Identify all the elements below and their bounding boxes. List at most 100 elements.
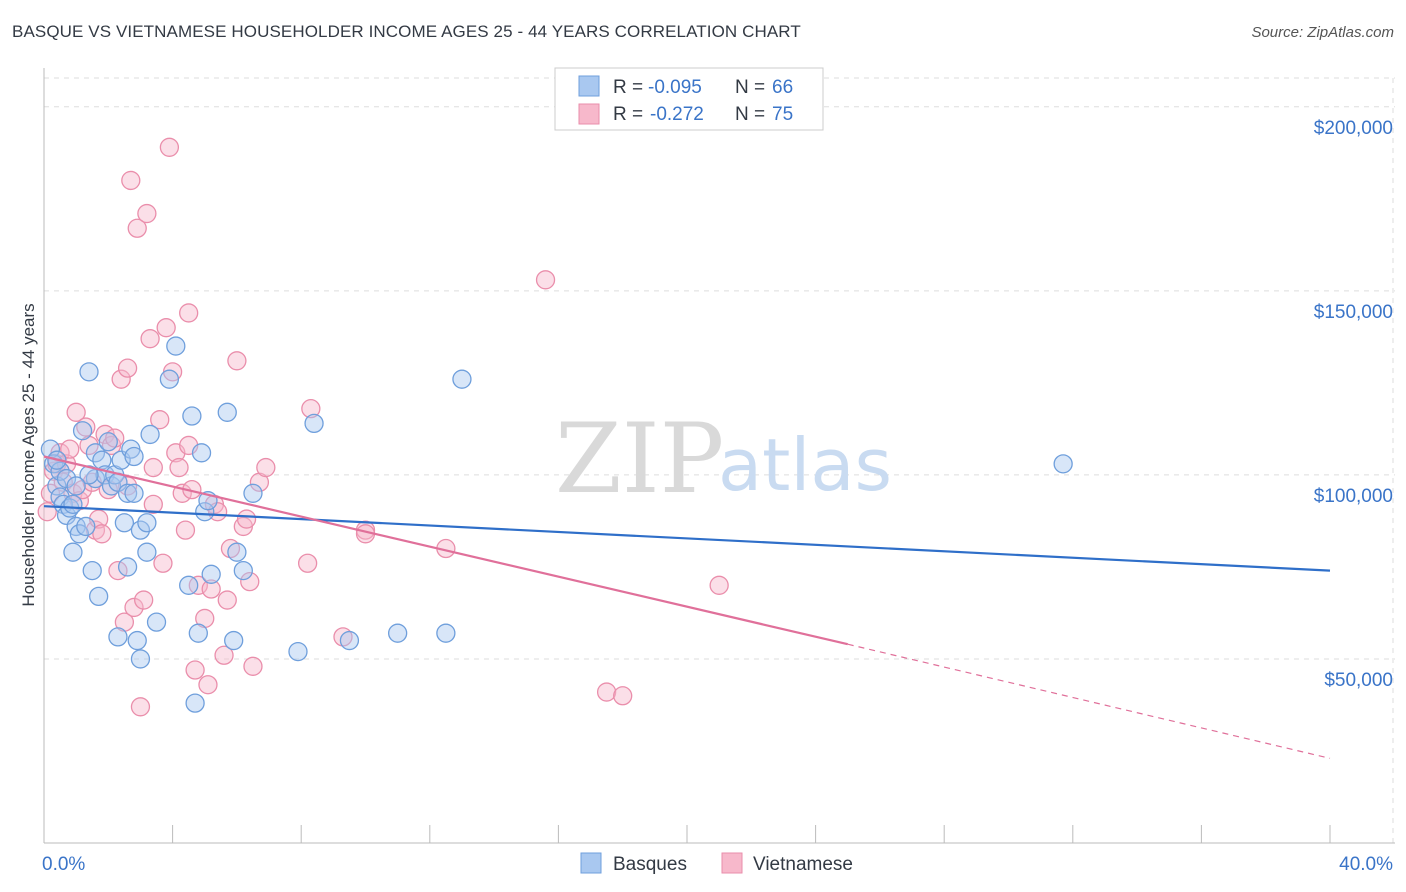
bottom-legend-label-vietnamese: Vietnamese (753, 854, 853, 875)
x-tick-labels: 0.0% 40.0% (42, 854, 1393, 875)
basque-point-14 (76, 516, 96, 537)
vietnamese-point-30 (130, 697, 151, 717)
watermark-atlas: atlas (718, 423, 892, 507)
basque-point-36 (130, 520, 151, 540)
vietnamese-point-51 (198, 675, 218, 695)
legend-r-value-basques: -0.095 (648, 77, 702, 98)
source-label: Source: ZipAtlas.com (1251, 24, 1394, 41)
vietnamese-point-1 (40, 483, 61, 503)
legend-n-value-vietnamese: 75 (772, 104, 793, 125)
vietnamese-point-74 (709, 575, 729, 595)
basque-point-13 (72, 421, 93, 441)
basque-point-44 (182, 406, 202, 426)
vietnamese-point-9 (66, 402, 86, 422)
basques-trend-line (43, 505, 1331, 572)
y-tick-labels: $50,000 $100,000 $150,000 $200,000 (1314, 118, 1393, 691)
basque-point-32 (124, 446, 144, 467)
y-axis-label: Householder Income Ages 25 - 44 years (19, 303, 38, 606)
trend-lines (43, 455, 1331, 759)
basque-point-9 (63, 542, 83, 562)
basque-point-16 (82, 560, 102, 581)
basque-point-29 (117, 483, 138, 503)
vietnamese-point-52 (201, 579, 221, 599)
basque-point-28 (114, 513, 135, 533)
basque-point-35 (130, 649, 151, 669)
vietnamese-point-56 (217, 590, 237, 610)
legend-swatch-vietnamese (578, 103, 600, 125)
basque-point-38 (137, 513, 157, 533)
legend-r-value-vietnamese: -0.272 (650, 104, 704, 125)
basque-point-57 (304, 413, 324, 434)
y-tick-label-2: $150,000 (1314, 302, 1393, 323)
x-tick-label-min: 0.0% (42, 854, 85, 875)
basque-point-26 (108, 627, 128, 647)
vietnamese-point-72 (596, 682, 617, 702)
basque-point-59 (387, 623, 408, 643)
basque-point-46 (188, 623, 208, 643)
vietnamese-point-36 (150, 410, 170, 430)
basque-point-51 (217, 402, 237, 422)
basque-point-15 (79, 362, 99, 382)
basque-point-53 (227, 542, 247, 562)
legend-r-label-vietnamese: R = (613, 104, 643, 125)
vietnamese-point-65 (297, 553, 318, 573)
basque-point-12 (69, 524, 90, 544)
basque-point-42 (166, 336, 186, 356)
legend-n-label-basques: N = (735, 77, 765, 98)
vietnamese-point-48 (185, 660, 205, 680)
vietnamese-point-17 (92, 524, 112, 544)
bottom-legend-label-basques: Basques (613, 854, 687, 875)
basque-point-54 (233, 560, 253, 581)
vietnamese-point-38 (156, 318, 176, 338)
vietnamese-point-42 (169, 457, 189, 478)
basque-point-34 (127, 630, 147, 651)
vietnamese-point-71 (535, 270, 556, 290)
basque-point-39 (140, 424, 160, 445)
basque-point-2 (47, 476, 67, 496)
basque-point-60 (436, 623, 456, 643)
vietnamese-point-64 (256, 457, 276, 478)
basque-point-52 (224, 630, 244, 651)
watermark-zip: ZIP (555, 403, 724, 515)
basque-point-55 (243, 483, 263, 503)
basque-point-48 (195, 502, 215, 522)
basque-point-19 (89, 586, 109, 607)
vietnamese-point-44 (175, 520, 196, 540)
vietnamese-trend-extension (847, 643, 1331, 759)
basque-point-7 (56, 468, 77, 489)
vietnamese-point-39 (159, 137, 180, 157)
vietnamese-point-62 (243, 656, 263, 676)
vietnamese-point-23 (111, 369, 131, 389)
y-tick-label-3: $200,000 (1314, 118, 1393, 139)
vietnamese-trend-line (43, 455, 849, 646)
series-legend: Basques Vietnamese (580, 852, 853, 875)
legend-swatch-basques (578, 75, 600, 97)
vietnamese-point-58 (227, 351, 247, 371)
vietnamese-point-26 (117, 358, 138, 378)
vietnamese-point-66 (301, 398, 321, 419)
vietnamese-point-33 (140, 329, 160, 349)
basque-point-64 (66, 476, 86, 496)
series-basques-points (40, 336, 1073, 713)
basque-point-43 (179, 575, 199, 595)
basque-point-50 (201, 564, 221, 584)
basque-point-22 (98, 432, 118, 452)
legend-n-value-basques: 66 (772, 77, 793, 98)
vietnamese-point-35 (143, 457, 163, 478)
watermark: ZIP atlas (555, 403, 892, 515)
vietnamese-point-34 (143, 494, 163, 515)
basque-point-4 (50, 461, 70, 481)
series-vietnamese-points (37, 137, 729, 717)
stats-legend-box (554, 67, 824, 131)
vietnamese-point-73 (613, 686, 633, 706)
grid-lines (44, 77, 1395, 843)
bottom-legend-swatch-basques (580, 852, 602, 874)
basque-point-40 (146, 612, 167, 632)
basque-point-41 (159, 369, 180, 389)
vietnamese-point-28 (124, 597, 144, 618)
vietnamese-point-55 (214, 645, 234, 665)
bottom-legend-swatch-vietnamese (721, 852, 743, 874)
y-tick-label-0: $50,000 (1324, 670, 1393, 691)
basque-point-58 (339, 630, 360, 651)
stats-legend: R = -0.095 N = 66 R = -0.272 N = 75 (554, 67, 824, 131)
